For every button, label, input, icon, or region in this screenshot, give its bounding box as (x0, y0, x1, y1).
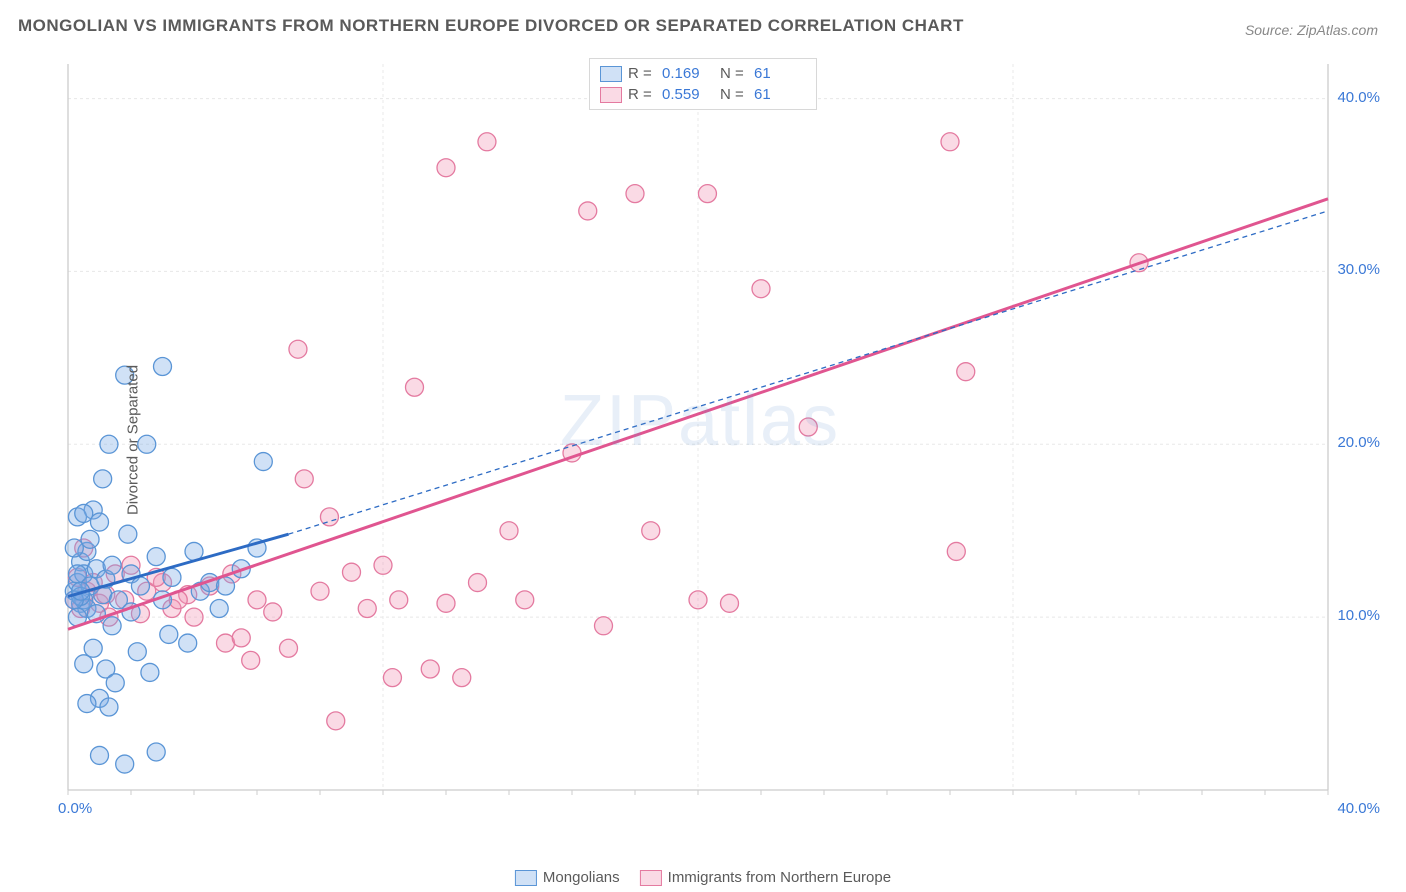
legend-label: Mongolians (543, 869, 620, 886)
legend-swatch (640, 870, 662, 886)
legend-stat-value: 0.169 (662, 65, 714, 82)
legend-row: R = 0.559 N = 61 (600, 84, 806, 105)
legend-stat-label: R = (628, 86, 656, 103)
legend-swatch (600, 87, 622, 103)
scatter-plot: Divorced or Separated 10.0% 20.0% 30.0% 40.… (48, 50, 1388, 830)
y-axis-label: Divorced or Separated (125, 365, 142, 515)
legend-row: R = 0.169 N = 61 (600, 63, 806, 84)
y-tick-label: 40.0% (1337, 89, 1380, 106)
series-legend: Mongolians Immigrants from Northern Europ… (515, 869, 891, 886)
source-attribution: Source: ZipAtlas.com (1245, 22, 1378, 38)
legend-swatch (600, 66, 622, 82)
legend-stat-label: R = (628, 65, 656, 82)
legend-stat-value: 0.559 (662, 86, 714, 103)
legend-stat-label: N = (720, 86, 748, 103)
legend-stat-label: N = (720, 65, 748, 82)
y-tick-label: 30.0% (1337, 261, 1380, 278)
chart-title: MONGOLIAN VS IMMIGRANTS FROM NORTHERN EU… (18, 16, 964, 36)
legend-stat-value: 61 (754, 65, 806, 82)
legend-item: Mongolians (515, 869, 620, 886)
legend-item: Immigrants from Northern Europe (640, 869, 891, 886)
y-tick-label: 20.0% (1337, 434, 1380, 451)
legend-stat-value: 61 (754, 86, 806, 103)
x-tick-label: 0.0% (58, 800, 92, 817)
y-tick-label: 10.0% (1337, 607, 1380, 624)
correlation-legend: R = 0.169 N = 61 R = 0.559 N = 61 (589, 58, 817, 110)
x-tick-label: 40.0% (1337, 800, 1380, 817)
legend-label: Immigrants from Northern Europe (668, 869, 891, 886)
legend-swatch (515, 870, 537, 886)
chart-canvas (48, 50, 1388, 830)
